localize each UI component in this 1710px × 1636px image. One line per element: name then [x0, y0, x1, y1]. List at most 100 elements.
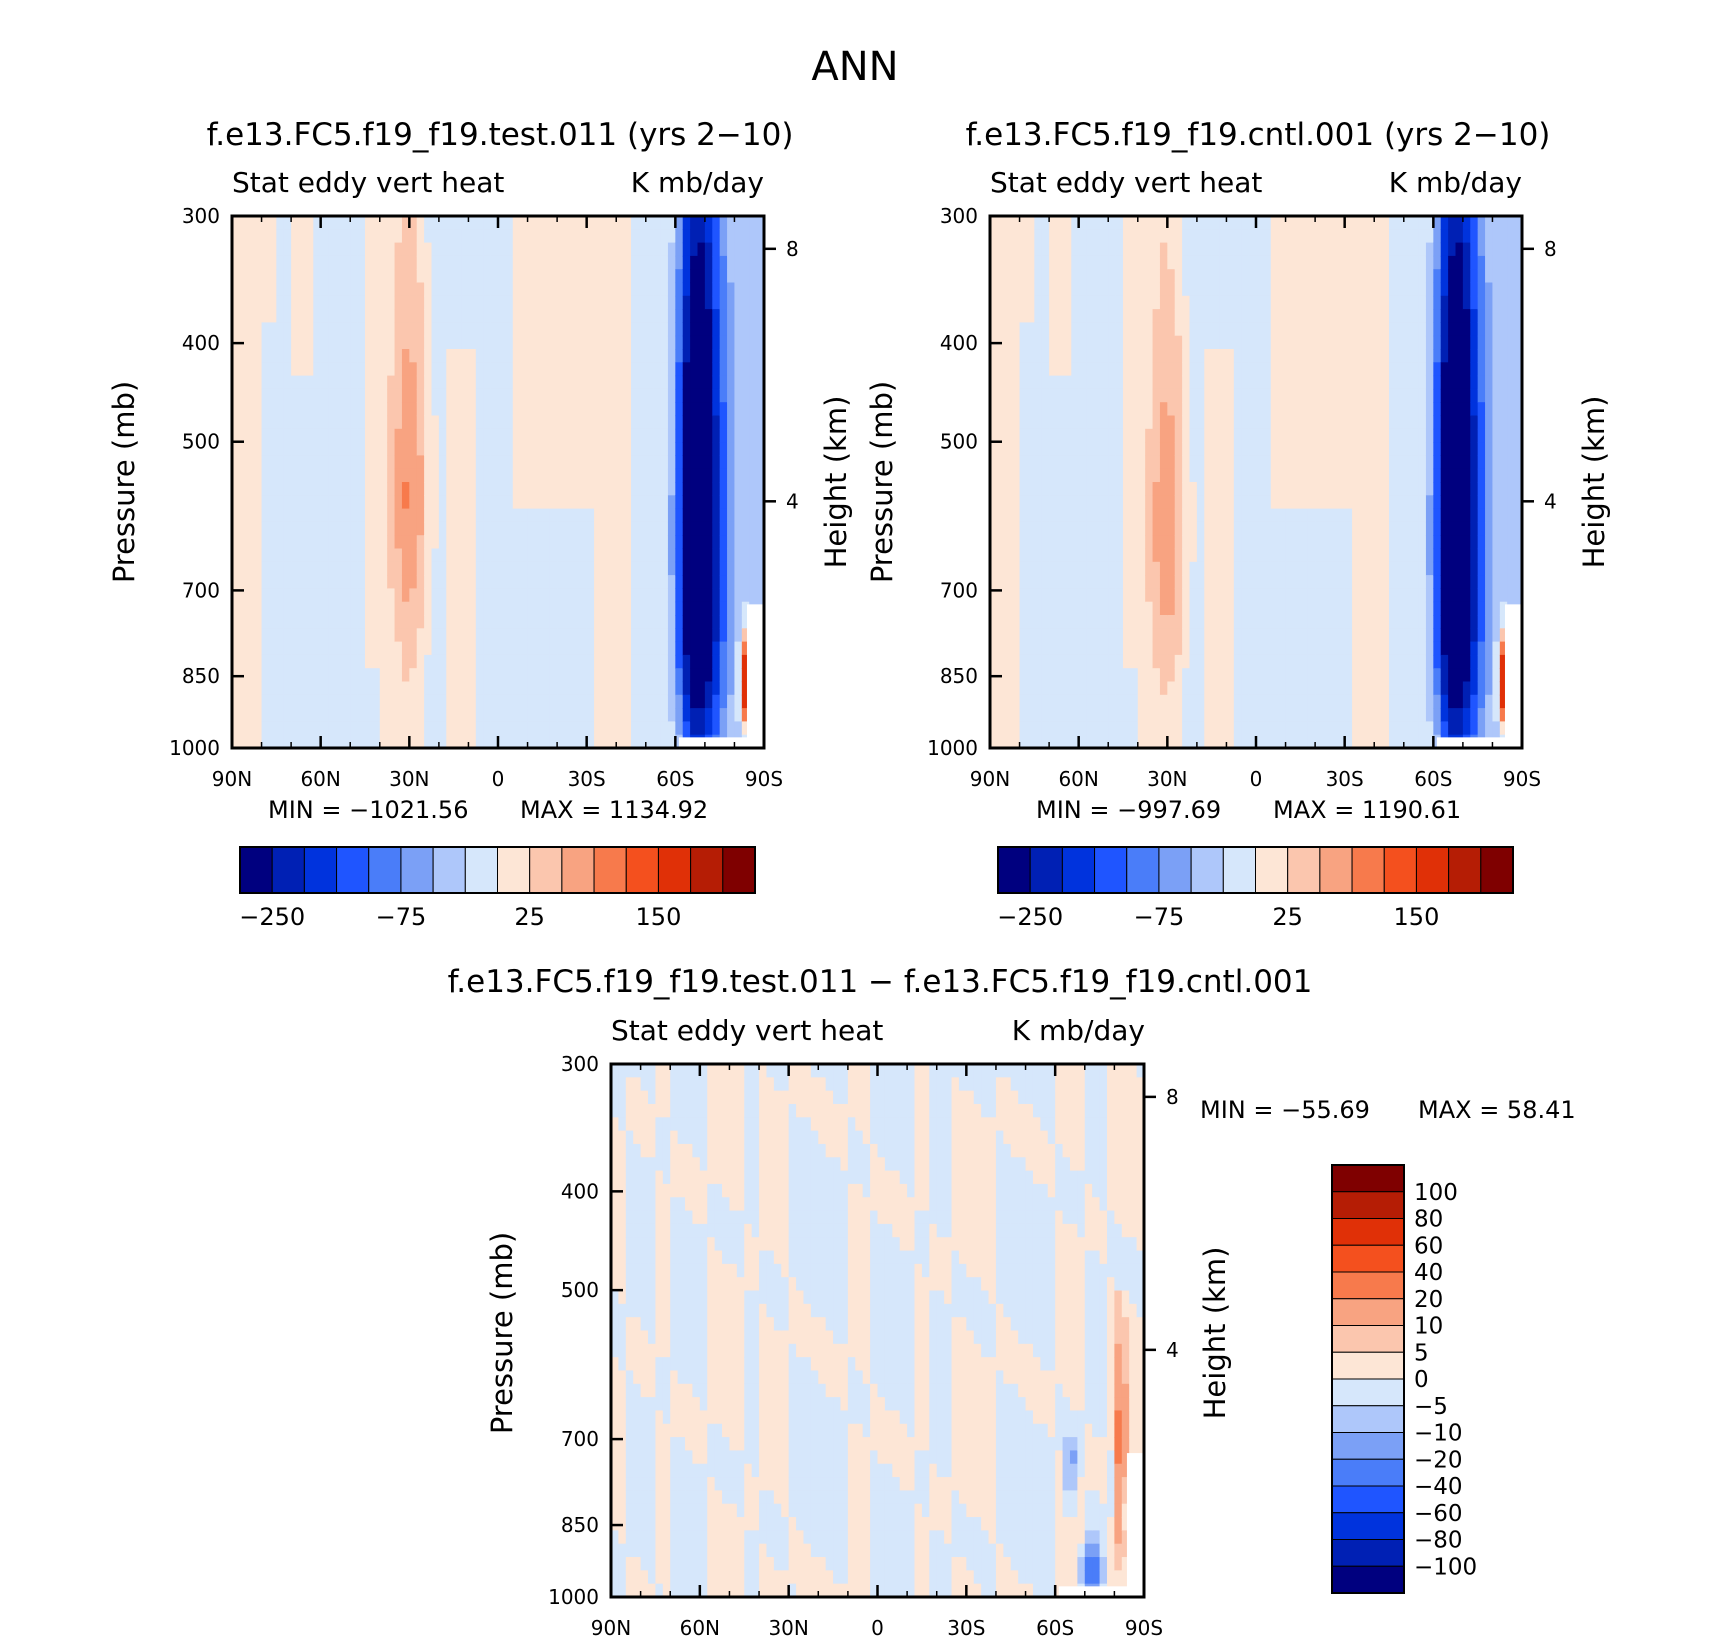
y-tick-label: 300 [940, 204, 978, 228]
colorbar-label: 0 [1414, 1367, 1429, 1393]
colorbar-swatch [722, 846, 756, 894]
colorbar-label: −60 [1414, 1501, 1463, 1527]
panel-cntl-ylabel: Pressure (mb) [865, 381, 899, 583]
y-tick-label: 500 [182, 430, 220, 454]
colorbar-swatch [1029, 846, 1063, 894]
colorbar-swatch [1331, 1218, 1405, 1246]
colorbar-swatch [303, 846, 338, 894]
panel-diff-max-label: MAX = 58.41 [1418, 1096, 1576, 1124]
colorbar-swatch [1331, 1351, 1405, 1380]
colorbar-swatch [1383, 846, 1417, 894]
colorbar-swatch [1190, 846, 1224, 894]
colorbar-label: −75 [1134, 903, 1185, 931]
panel-cntl-max-label: MAX = 1190.61 [1273, 796, 1461, 824]
colorbar-label: −75 [376, 903, 427, 931]
colorbar-label: 20 [1414, 1287, 1443, 1313]
x-tick-label: 0 [871, 1616, 884, 1636]
y2-tick-label: 4 [1166, 1338, 1179, 1362]
colorbar-label: −250 [239, 903, 305, 931]
x-tick-label: 90S [1125, 1616, 1163, 1636]
y-tick-label: 300 [561, 1052, 599, 1076]
x-tick-label: 30N [389, 767, 429, 791]
y-tick-label: 400 [182, 331, 220, 355]
y2-tick-label: 8 [1166, 1085, 1179, 1109]
y2-tick-label: 4 [786, 489, 799, 513]
colorbar-swatch [1331, 1191, 1405, 1219]
panel-cntl-plot-area: 90N 60N 30N 0 30S 60S 90S 300 400 500 700 850 1000 8 4 [927, 204, 1557, 791]
panel-diff-left-string: Stat eddy vert heat [611, 1014, 883, 1047]
y-tick-label: 500 [940, 430, 978, 454]
colorbar-swatch [1331, 1244, 1405, 1273]
y-tick-label: 400 [561, 1179, 599, 1203]
y-tick-label: 300 [182, 204, 220, 228]
panel-cntl-colorbar: −250 −75 25 150 [997, 846, 1514, 931]
x-tick-label: 60N [1058, 767, 1098, 791]
colorbar-swatch [657, 846, 692, 894]
y2-tick-label: 8 [786, 237, 799, 261]
x-tick-label: 90S [1503, 767, 1541, 791]
colorbar-swatch [561, 846, 595, 894]
colorbar-swatch [1126, 846, 1160, 894]
y-tick-label: 1000 [548, 1585, 599, 1609]
colorbar-swatch [368, 846, 402, 894]
colorbar-label: −250 [997, 903, 1063, 931]
panel-test-min-label: MIN = −1021.56 [268, 796, 468, 824]
panel-diff-y2label: Height (km) [1198, 1247, 1232, 1420]
y-tick-label: 700 [940, 578, 978, 602]
x-tick-label: 30S [568, 767, 606, 791]
contour-field [232, 216, 765, 749]
y-tick-label: 850 [940, 664, 978, 688]
colorbar-swatch [997, 846, 1031, 894]
colorbar-swatch [1331, 1485, 1405, 1514]
colorbar-swatch [1480, 846, 1514, 894]
panel-test-max-label: MAX = 1134.92 [520, 796, 708, 824]
figure-title: ANN [811, 44, 898, 90]
colorbar-swatch [1061, 846, 1096, 894]
colorbar-swatch [690, 846, 724, 894]
panel-cntl-y2label: Height (km) [1577, 396, 1611, 569]
colorbar-swatch [1255, 846, 1289, 894]
colorbar-swatch [271, 846, 305, 894]
panel-cntl-left-string: Stat eddy vert heat [990, 166, 1262, 199]
panel-cntl: f.e13.FC5.f19_f19.cntl.001 (yrs 2−10) St… [865, 117, 1611, 931]
colorbar-swatch [1094, 846, 1128, 894]
colorbar-swatch [464, 846, 498, 894]
x-tick-label: 30S [947, 1616, 985, 1636]
colorbar-swatch [1331, 1164, 1405, 1193]
colorbar-swatch [1331, 1325, 1405, 1353]
panel-test-plot-area: 90N 60N 30N 0 30S 60S 90S 300 400 500 700 850 1000 8 4 [169, 204, 799, 791]
colorbar-label: −20 [1414, 1447, 1463, 1473]
colorbar-swatch [593, 846, 627, 894]
x-tick-label: 30S [1326, 767, 1364, 791]
x-tick-label: 30N [768, 1616, 808, 1636]
panel-test-y2label: Height (km) [819, 396, 853, 569]
x-tick-label: 60N [300, 767, 340, 791]
panel-test-right-string: K mb/day [631, 166, 764, 199]
colorbar-swatch [1319, 846, 1353, 894]
contour-field [990, 216, 1523, 749]
panel-diff-ylabel: Pressure (mb) [485, 1232, 519, 1434]
colorbar-swatch [1331, 1512, 1405, 1540]
y2-tick-label: 8 [1544, 237, 1557, 261]
colorbar-label: 150 [1394, 903, 1440, 931]
x-tick-label: 30N [1147, 767, 1187, 791]
y-tick-label: 700 [182, 578, 220, 602]
contour-field [611, 1064, 1145, 1598]
panel-cntl-right-string: K mb/day [1389, 166, 1522, 199]
panel-diff-min-label: MIN = −55.69 [1200, 1096, 1370, 1124]
panel-test-ylabel: Pressure (mb) [107, 381, 141, 583]
x-tick-label: 0 [492, 767, 505, 791]
panel-test-colorbar: −250 −75 25 150 [239, 846, 756, 931]
colorbar-swatch [625, 846, 659, 894]
colorbar-swatch [239, 846, 273, 894]
panel-diff-right-string: K mb/day [1012, 1014, 1145, 1047]
colorbar-swatch [1331, 1539, 1405, 1567]
x-tick-label: 0 [1250, 767, 1263, 791]
y-tick-label: 1000 [169, 736, 220, 760]
colorbar-swatch [1287, 846, 1321, 894]
colorbar-swatch [1331, 1565, 1405, 1594]
colorbar-label: 60 [1414, 1233, 1443, 1259]
colorbar-label: 100 [1414, 1180, 1458, 1206]
colorbar-label: −10 [1414, 1421, 1463, 1447]
colorbar-swatch [1331, 1458, 1405, 1487]
